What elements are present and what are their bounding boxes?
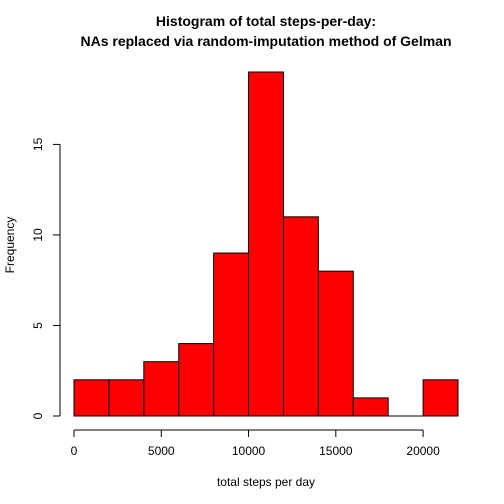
x-axis-label: total steps per day — [217, 475, 315, 489]
histogram-bar — [248, 71, 284, 417]
y-tick-label: 10 — [31, 228, 45, 242]
histogram-bar — [108, 379, 145, 417]
histogram-bar — [213, 252, 250, 417]
y-axis-label: Frequency — [3, 217, 17, 274]
x-tick-label: 0 — [71, 444, 78, 458]
x-axis: 0 5000 10000 15000 20000 — [71, 429, 440, 458]
histogram-bar — [178, 343, 215, 417]
chart-title-line-2: NAs replaced via random-imputation metho… — [80, 33, 451, 49]
histogram-bar — [352, 397, 389, 417]
y-tick-label: 0 — [31, 412, 45, 419]
histogram-bar — [317, 270, 354, 417]
y-axis: 0 5 10 15 — [31, 137, 61, 419]
x-tick-label: 15000 — [319, 444, 353, 458]
histogram-bar — [73, 379, 110, 417]
y-tick-label: 15 — [31, 137, 45, 151]
x-tick-label: 20000 — [406, 444, 440, 458]
y-tick-label: 5 — [31, 322, 45, 329]
bars-group — [73, 71, 459, 417]
x-tick-label: 5000 — [148, 444, 175, 458]
chart-title-line-1: Histogram of total steps-per-day: — [156, 13, 376, 29]
histogram-bar — [282, 216, 319, 417]
histogram-bar — [143, 361, 180, 417]
histogram-bar — [422, 379, 459, 417]
x-tick-label: 10000 — [232, 444, 266, 458]
